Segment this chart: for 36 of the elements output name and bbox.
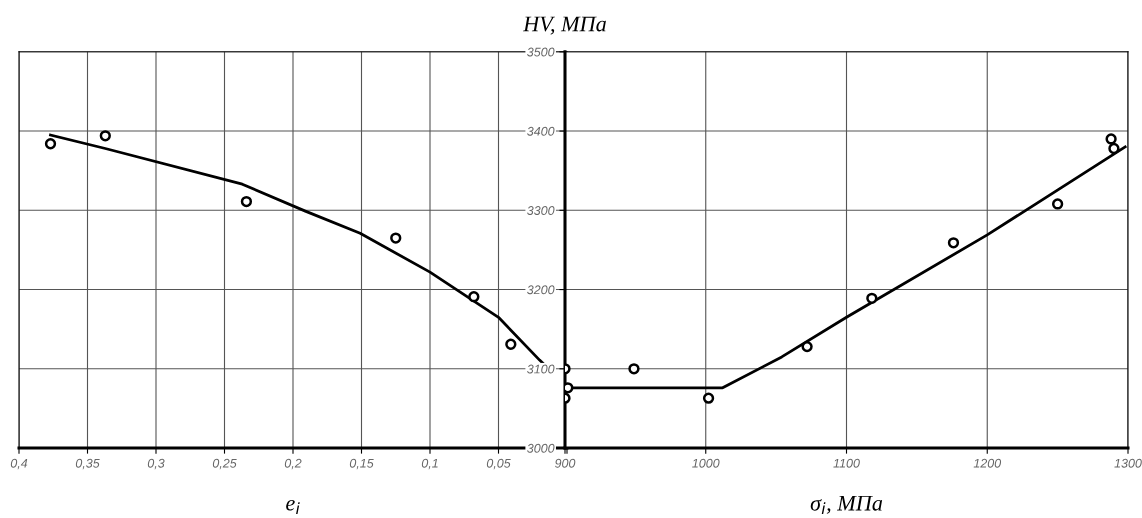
x-axis-title: e$_{i}$ [286, 499, 300, 515]
y-tick-label: 3000 [527, 443, 555, 453]
point [44, 138, 57, 150]
point [801, 340, 813, 353]
x-tick-label: 1300 [1114, 458, 1142, 468]
x-tick-label: 0,35 [75, 458, 100, 470]
y-tick-label: 3400 [527, 126, 555, 136]
x-tick-label: 0,3 [147, 458, 165, 470]
y-tick-label: 3300 [527, 206, 555, 215]
point [702, 392, 715, 404]
x-tick-label: 0,25 [212, 458, 237, 470]
point [505, 338, 517, 350]
x-tick-label: 1100 [833, 458, 860, 468]
point [99, 130, 111, 142]
point [947, 237, 960, 249]
x-tick-label: 0,4 [10, 458, 28, 470]
x-tick-label: 0,15 [349, 458, 374, 470]
point [468, 291, 480, 303]
x-tick-label: 1200 [973, 458, 1002, 468]
x-tick-label: 0,05 [486, 458, 511, 470]
x-tick-label: 1000 [692, 458, 720, 468]
x-tick-label: 0,2 [284, 458, 302, 470]
y-axis-title: HV, МПа [522, 16, 606, 35]
point [866, 292, 878, 304]
y-tick-label: 3200 [527, 285, 555, 295]
point [390, 232, 402, 244]
x-tick-label: 0,1 [421, 458, 438, 470]
point [1105, 133, 1117, 145]
x-tick-label: 900 [555, 458, 576, 468]
point [240, 195, 253, 208]
x-axis-title: σ$_{i}$, МПа [810, 495, 883, 515]
point [1051, 198, 1064, 210]
point [1108, 142, 1120, 155]
y-tick-label: 3500 [527, 47, 555, 57]
point [628, 363, 640, 375]
y-tick-label: 3100 [527, 364, 555, 374]
